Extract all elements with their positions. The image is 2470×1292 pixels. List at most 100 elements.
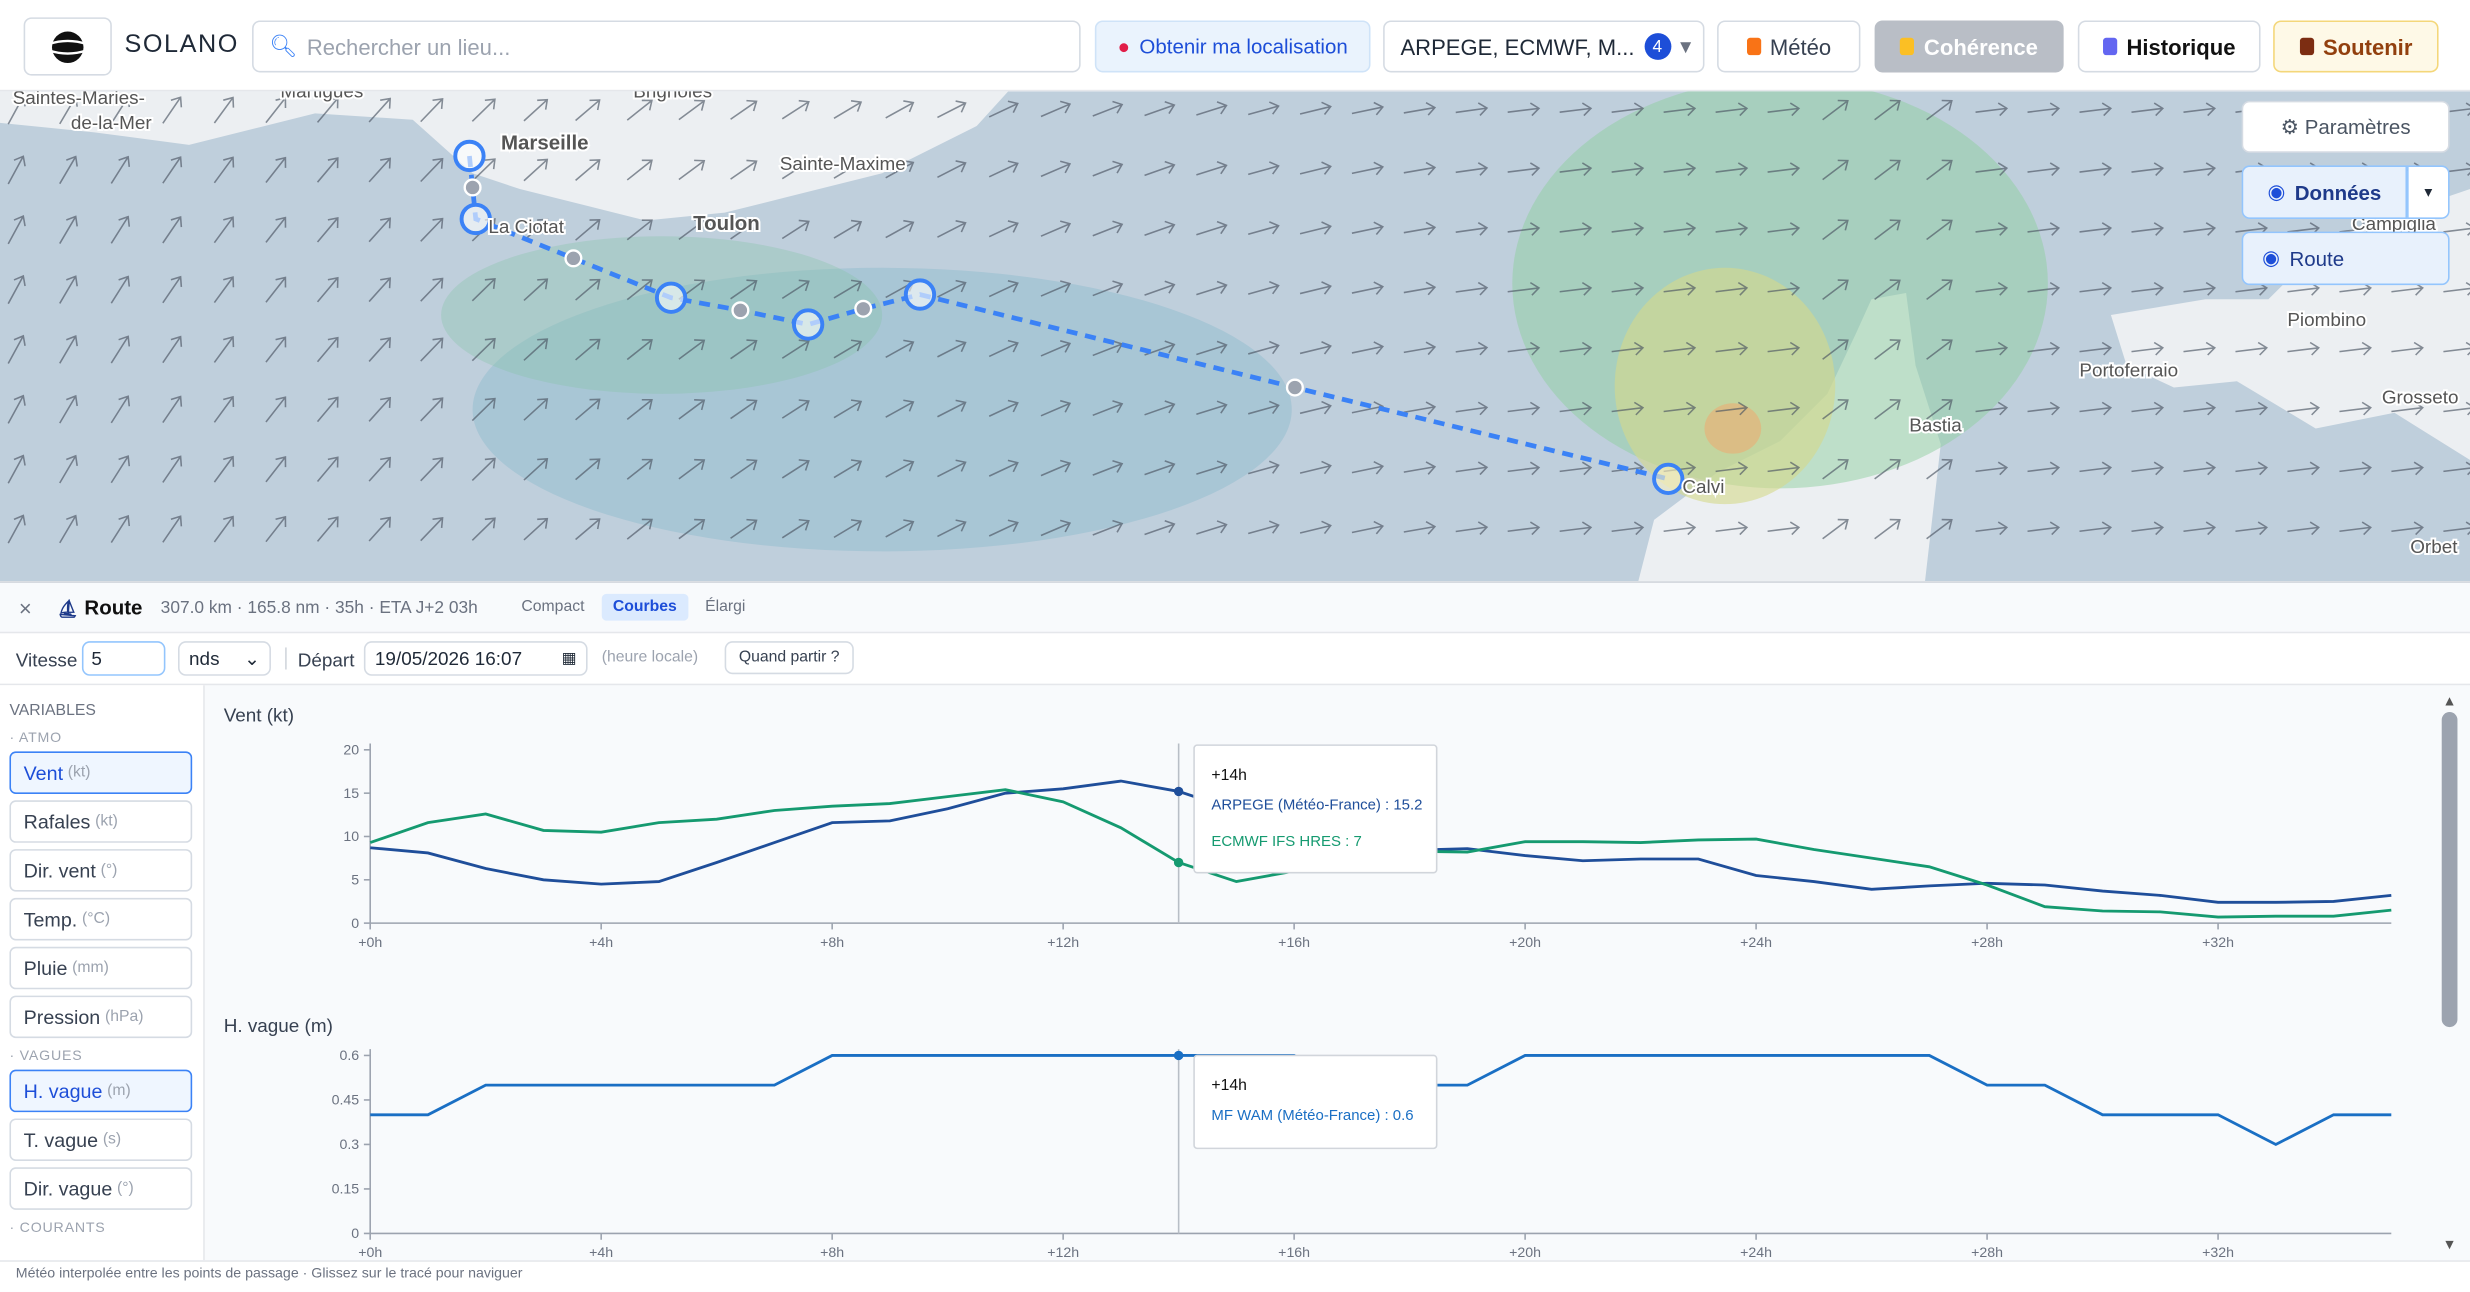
wind-arrow (1559, 401, 1593, 416)
variable-item[interactable]: Vent (kt) (9, 751, 193, 794)
waypoint[interactable] (1652, 462, 1685, 496)
wind-arrow (368, 337, 392, 362)
sample-point[interactable] (1285, 378, 1304, 397)
variable-item[interactable]: Pluie (mm) (9, 946, 193, 990)
header-button[interactable]: Soutenir (2273, 20, 2439, 73)
header-button[interactable]: Cohérence (1874, 20, 2064, 73)
route-button[interactable]: ◉ Route (2241, 231, 2450, 286)
wind-arrow (2131, 281, 2165, 296)
wind-arrow (523, 517, 549, 541)
model-select[interactable]: ARPEGE, ECMWF, M... 4 ▾ (1383, 20, 1705, 73)
wind-arrow (2079, 102, 2113, 117)
variable-item[interactable]: Pression (hPa) (9, 995, 193, 1039)
x-tick-label: +4h (589, 1245, 613, 1260)
wind-arrow (2027, 461, 2061, 476)
wind-arrow (988, 280, 1019, 298)
waypoint[interactable] (654, 281, 688, 314)
wind-arrow (1715, 341, 1749, 356)
wind-arrow (368, 456, 392, 482)
header-button[interactable]: Historique (2077, 20, 2261, 73)
variable-item[interactable]: Dir. vague (°) (9, 1167, 193, 1210)
speed-input[interactable]: 5 (81, 641, 166, 676)
variable-name: Pluie (23, 956, 68, 980)
wind-arrow (1767, 102, 1801, 117)
search[interactable]: 🔍︎ Rechercher un lieu... (252, 20, 1081, 73)
wind-zone (1614, 267, 1836, 505)
wind-arrow (1455, 341, 1489, 356)
when-button[interactable]: Quand partir ? (724, 641, 854, 675)
wind-arrow (1196, 340, 1228, 356)
data-button[interactable]: ◉ Données (2241, 165, 2408, 219)
close-button[interactable]: × (18, 595, 32, 621)
wind-arrow (316, 216, 339, 243)
sample-point[interactable] (731, 301, 750, 320)
wind-arrow (1663, 521, 1697, 536)
wind-arrow (1767, 341, 1801, 356)
charts[interactable]: Vent (kt) 0 5 10 15 20 +0h +4h +8h +12h +16h +20h +2… (0, 685, 2434, 1260)
wind-arrow (213, 455, 235, 483)
wind-arrow (213, 515, 235, 543)
wind-arrow (420, 397, 444, 422)
wind-arrow (1299, 400, 1332, 415)
local-time: (heure locale) (601, 649, 699, 667)
waypoint[interactable] (903, 278, 937, 311)
locate-button[interactable]: ● Obtenir ma localisation (1094, 20, 1371, 73)
settings-button[interactable]: ⚙ Paramètres (2241, 100, 2450, 153)
wind-arrow (833, 459, 863, 479)
waypoint[interactable] (459, 202, 492, 236)
view-tab[interactable]: Élargi (705, 598, 746, 616)
button-icon (2299, 37, 2314, 56)
variable-item[interactable]: H. vague (m) (9, 1069, 193, 1113)
sidebar-list: VARIABLES · ATMO Vent (kt) Rafales (kt) Dir. … (0, 703, 205, 1242)
separator (285, 647, 287, 670)
sample-point[interactable] (564, 249, 583, 268)
variable-name: Dir. vague (23, 1177, 113, 1200)
logo[interactable] (23, 17, 112, 76)
wind-arrow (1144, 460, 1176, 476)
footer-bar (0, 1260, 2470, 1292)
wind-arrow (1455, 521, 1489, 535)
wind-arrow (2339, 521, 2372, 536)
waypoint[interactable] (453, 139, 486, 173)
logo-icon (48, 30, 88, 63)
wind-arrow (2287, 401, 2320, 416)
variable-item[interactable]: Rafales (kt) (9, 800, 193, 843)
wind-arrow (1767, 281, 1801, 296)
wind-arrow (1299, 460, 1332, 475)
place-label: Bastia (1909, 416, 1962, 437)
header-button[interactable]: Météo (1717, 20, 1861, 73)
wind-arrow (1611, 102, 1645, 117)
button-label: Historique (2126, 33, 2236, 60)
data-dropdown[interactable]: ▾ (2407, 165, 2450, 219)
wind-arrow (1874, 99, 1901, 121)
sample-point[interactable] (854, 299, 873, 318)
wind-arrow (2391, 401, 2424, 416)
wind-arrow (368, 157, 392, 183)
waypoint[interactable] (791, 308, 825, 341)
wind-arrow (265, 456, 287, 483)
view-tab[interactable]: Compact (521, 598, 585, 616)
wind-arrow (575, 398, 601, 421)
sample-point[interactable] (463, 178, 482, 197)
variable-item[interactable]: Dir. vent (°) (9, 849, 193, 892)
scrollbar[interactable]: ▲ ▼ (2441, 693, 2458, 1253)
wind-arrow (1299, 101, 1332, 116)
wind-arrow (1403, 221, 1437, 236)
map[interactable]: Saintes-Maries-de-la-Mer Martigues Brignol… (0, 91, 2470, 582)
wind-arrow (1715, 461, 1749, 476)
unit-select[interactable]: nds ⌄ (178, 641, 271, 676)
wind-arrow (1092, 400, 1124, 417)
wind-arrow (988, 519, 1019, 537)
wind-arrow (1040, 519, 1072, 537)
variable-item[interactable]: Temp. (°C) (9, 897, 193, 941)
place-label: Portoferraio (2079, 360, 2178, 381)
variable-item[interactable]: T. vague (s) (9, 1118, 193, 1161)
wind-arrow (7, 334, 26, 364)
view-tab[interactable]: Courbes (601, 593, 688, 621)
x-tick-label: +20h (1509, 1245, 1541, 1260)
wind-arrow (420, 217, 444, 242)
depart-input[interactable]: 19/05/2026 16:07 ▦ (363, 641, 588, 676)
wind-arrow (2079, 521, 2113, 536)
x-tick-label: +28h (1971, 935, 2003, 951)
wind-arrow (2079, 222, 2113, 236)
